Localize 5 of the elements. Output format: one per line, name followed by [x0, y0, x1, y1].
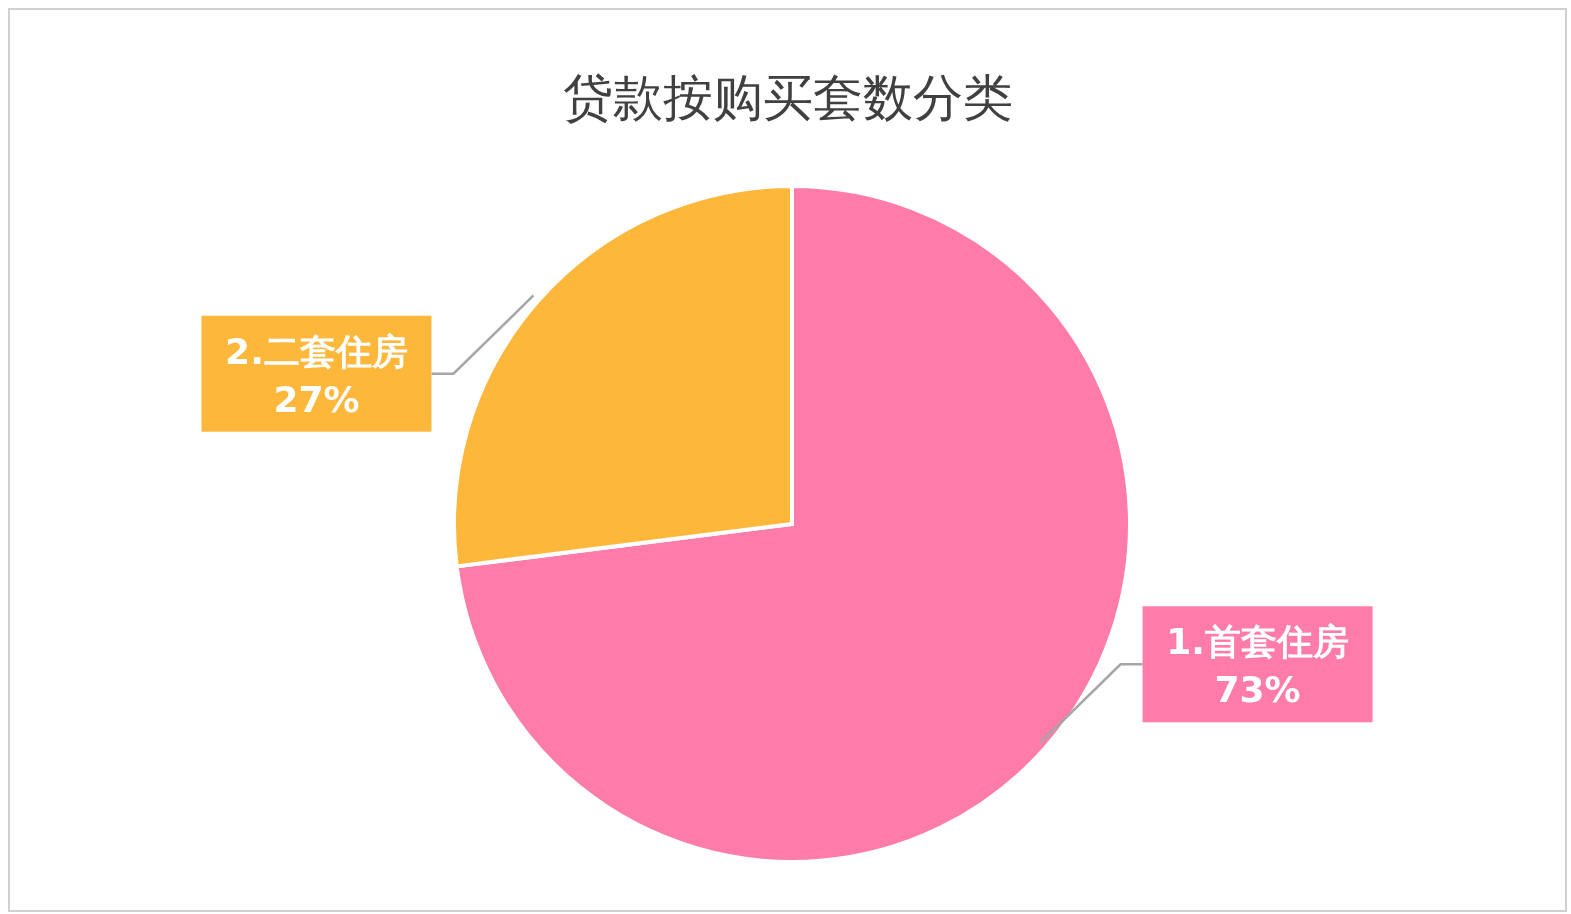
data-label: 27% [273, 378, 360, 420]
data-label: 73% [1214, 669, 1301, 711]
slice-label: 2.二套住房 [225, 330, 408, 372]
chart-title: 贷款按购买套数分类 [562, 69, 1013, 127]
slice-label: 1.首套住房 [1166, 621, 1349, 663]
